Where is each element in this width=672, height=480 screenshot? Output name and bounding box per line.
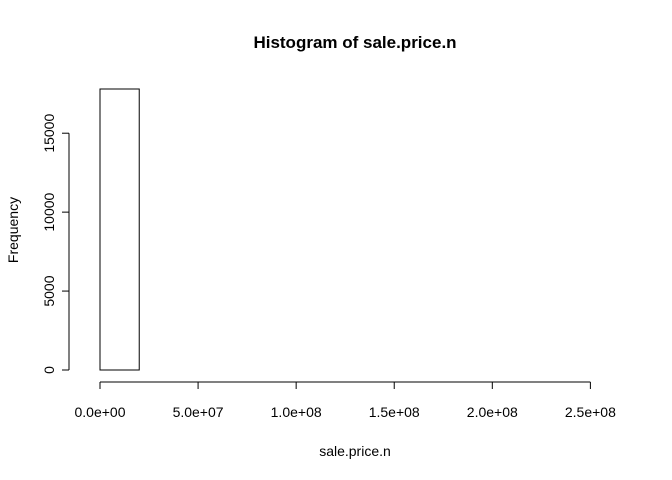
- x-axis: 0.0e+00 5.0e+07 1.0e+08 1.5e+08 2.0e+08 2.5e+…: [75, 381, 616, 420]
- y-axis-tick-label: 15000: [41, 114, 57, 153]
- histogram-bar: [99, 88, 140, 371]
- x-axis-tick-label: 1.0e+08: [271, 404, 322, 420]
- histogram-bars: [99, 88, 140, 371]
- x-axis-label: sale.price.n: [319, 443, 391, 459]
- chart-title: Histogram of sale.price.n: [253, 33, 456, 52]
- x-axis-tick-label: 0.0e+00: [75, 404, 126, 420]
- y-axis: 0 5000 10000 15000: [41, 114, 70, 374]
- x-axis-tick-label: 1.5e+08: [369, 404, 420, 420]
- y-axis-label: Frequency: [5, 197, 21, 263]
- y-axis-tick-label: 5000: [41, 275, 57, 306]
- x-axis-tick-label: 5.0e+07: [173, 404, 224, 420]
- y-axis-tick-label: 10000: [41, 192, 57, 231]
- x-axis-tick-label: 2.5e+08: [565, 404, 616, 420]
- x-axis-tick-label: 2.0e+08: [467, 404, 518, 420]
- y-axis-tick-label: 0: [41, 366, 57, 374]
